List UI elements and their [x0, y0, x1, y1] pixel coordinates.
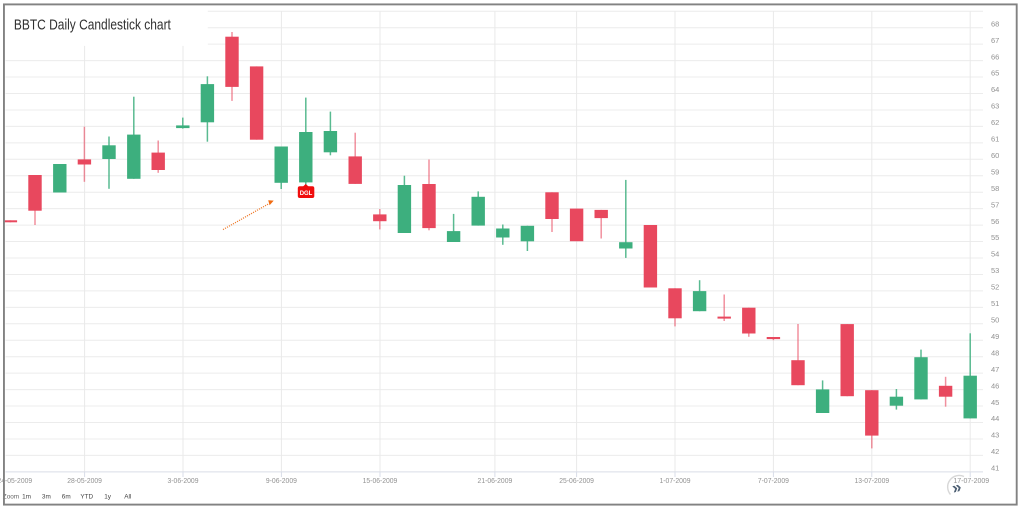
- svg-text:41: 41: [991, 464, 999, 473]
- svg-text:»: »: [950, 478, 963, 498]
- svg-text:Zoom: Zoom: [3, 494, 19, 501]
- svg-text:47: 47: [991, 365, 999, 374]
- svg-text:7-07-2009: 7-07-2009: [758, 476, 789, 485]
- svg-text:3m: 3m: [42, 494, 51, 501]
- svg-text:21-06-2009: 21-06-2009: [478, 476, 513, 485]
- svg-text:67: 67: [991, 36, 999, 45]
- svg-text:49: 49: [991, 332, 999, 341]
- svg-text:3-06-2009: 3-06-2009: [168, 476, 199, 485]
- svg-text:50: 50: [991, 316, 999, 325]
- svg-text:61: 61: [991, 135, 999, 144]
- svg-text:65: 65: [991, 69, 999, 78]
- svg-text:45: 45: [991, 398, 999, 407]
- svg-text:1m: 1m: [22, 494, 31, 501]
- svg-text:56: 56: [991, 217, 999, 226]
- svg-text:60: 60: [991, 151, 999, 160]
- svg-text:57: 57: [991, 200, 999, 209]
- svg-text:48: 48: [991, 348, 999, 357]
- svg-text:DGL: DGL: [300, 190, 313, 197]
- svg-text:All: All: [124, 494, 131, 501]
- svg-text:68: 68: [991, 19, 999, 28]
- svg-text:58: 58: [991, 184, 999, 193]
- svg-text:59: 59: [991, 167, 999, 176]
- svg-text:44: 44: [991, 414, 999, 423]
- svg-text:51: 51: [991, 299, 999, 308]
- svg-text:54: 54: [991, 250, 999, 259]
- svg-text:15-06-2009: 15-06-2009: [363, 476, 398, 485]
- svg-text:17-07-2009: 17-07-2009: [953, 476, 989, 485]
- svg-text:9-06-2009: 9-06-2009: [266, 476, 297, 485]
- svg-text:64: 64: [991, 85, 999, 94]
- svg-text:62: 62: [991, 118, 999, 127]
- svg-text:63: 63: [991, 102, 999, 111]
- svg-text:13-07-2009: 13-07-2009: [854, 476, 889, 485]
- svg-text:YTD: YTD: [80, 494, 93, 501]
- svg-text:43: 43: [991, 431, 999, 440]
- svg-text:BBTC Daily Candlestick chart: BBTC Daily Candlestick chart: [14, 16, 172, 33]
- svg-text:52: 52: [991, 283, 999, 292]
- svg-text:6m: 6m: [62, 494, 71, 501]
- svg-text:28-05-2009: 28-05-2009: [67, 476, 102, 485]
- svg-text:1-07-2009: 1-07-2009: [660, 476, 691, 485]
- svg-text:53: 53: [991, 266, 999, 275]
- svg-text:42: 42: [991, 447, 999, 456]
- svg-text:66: 66: [991, 52, 999, 61]
- svg-text:46: 46: [991, 381, 999, 390]
- svg-text:55: 55: [991, 233, 999, 242]
- svg-text:1y: 1y: [104, 494, 112, 501]
- svg-text:25-06-2009: 25-06-2009: [559, 476, 594, 485]
- svg-text:24-05-2009: 24-05-2009: [0, 476, 32, 485]
